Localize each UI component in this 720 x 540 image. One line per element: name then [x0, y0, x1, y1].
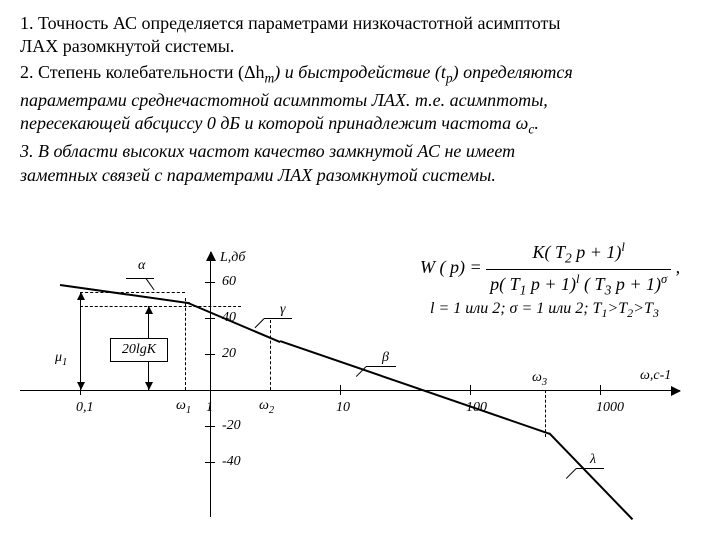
para-2-italic: параметрами среднечастотной асимптоты ЛА… [20, 89, 700, 139]
greek-label: β [382, 350, 389, 366]
y-tick-label: -20 [222, 418, 241, 434]
x-tick-label: 1000 [596, 400, 624, 416]
mu-letter: μ [55, 350, 62, 365]
freq-label: ω1 [176, 398, 191, 416]
p2i-c: . [534, 113, 539, 133]
x-tick-label: 0,1 [76, 400, 94, 416]
y-axis-label: L,дб [220, 250, 245, 266]
greek-label: λ [590, 452, 596, 468]
callout-line [126, 278, 154, 279]
p3-b: заметных связей с параметрами ЛАХ разомк… [20, 165, 496, 185]
para-1: 1. Точность АС определяется параметрами … [20, 12, 700, 59]
x-axis [20, 390, 680, 391]
p2-a: 2. Степень колебательности (Δh [20, 62, 265, 82]
body-text: 1. Точность АС определяется параметрами … [20, 12, 700, 189]
x-tick [210, 385, 211, 395]
callout-line [254, 318, 264, 328]
x-tick [340, 385, 341, 395]
x-tick-label: 1 [206, 400, 213, 416]
x-axis-label: ω,с-1 [640, 368, 671, 384]
p2i-b: пересекающей абсциссу 0 дБ и которой при… [20, 113, 528, 133]
y-tick-label: 20 [222, 346, 236, 362]
y-tick [205, 354, 215, 355]
para-3: 3. В области высоких частот качество зам… [20, 140, 700, 187]
p2-c: ) определяются [453, 62, 573, 82]
dash-vertical [185, 298, 186, 390]
freq-label: ω2 [259, 398, 274, 416]
p2-a-sub: m [265, 70, 275, 85]
callout-line [264, 318, 292, 319]
dash-horizontal [80, 306, 241, 307]
p3-a: 3. В области высоких частот качество зам… [20, 141, 515, 161]
bode-segment [548, 432, 633, 520]
para-2: 2. Степень колебательности (Δhm) и быстр… [20, 61, 700, 87]
bode-segment [188, 302, 281, 343]
mu-sub: 1 [62, 357, 67, 368]
x-tick-label: 10 [336, 400, 350, 416]
mu1-label: μ1 [55, 350, 67, 368]
y-tick-label: 60 [222, 274, 236, 290]
callout-line [366, 366, 396, 367]
dash-horizontal [80, 292, 185, 293]
y-tick-label: -40 [222, 454, 241, 470]
greek-label: γ [280, 302, 286, 318]
x-tick [600, 385, 601, 395]
x-tick [470, 385, 471, 395]
dash-vertical [545, 390, 546, 437]
p1-line1: 1. Точность АС определяется параметрами … [20, 13, 561, 33]
measure-arrow [80, 292, 81, 390]
y-tick [205, 462, 215, 463]
callout-line [146, 278, 155, 290]
callout-line [566, 468, 577, 479]
dash-vertical [270, 320, 271, 390]
callout-line [576, 468, 604, 469]
gain-box: 20lgK [110, 338, 168, 362]
bode-chart: L,дб ω,с-1 604020-20-40 0,11101001000 αγ… [20, 250, 700, 535]
y-tick [205, 426, 215, 427]
p1-line2: ЛАХ разомкнутой системы. [20, 36, 234, 56]
page-root: 1. Точность АС определяется параметрами … [0, 0, 720, 540]
freq-label: ω3 [532, 370, 547, 388]
y-tick [205, 282, 215, 283]
p2i-a: параметрами среднечастотной асимптоты ЛА… [20, 90, 548, 110]
p2-b: ) и быстродействие (t [274, 62, 446, 82]
p2-b-sub: р [446, 70, 453, 85]
gain-box-text: 20lgK [122, 342, 156, 357]
bode-segment [280, 340, 550, 435]
greek-label: α [138, 258, 145, 274]
y-tick [205, 318, 215, 319]
